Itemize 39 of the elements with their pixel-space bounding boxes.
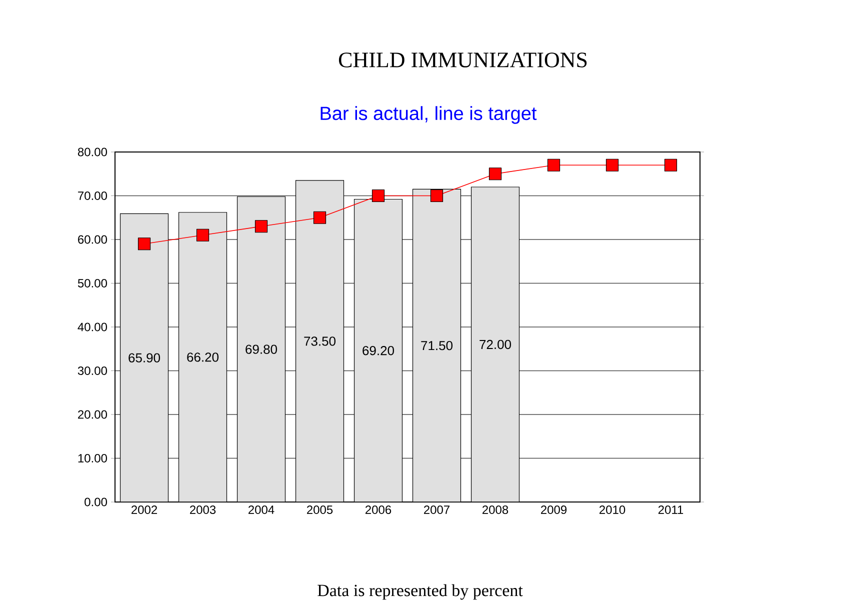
point (196, 228, 210, 242)
y-tick-label: 40.00 (78, 322, 108, 332)
chart-subtitle: Bar is actual, line is target (320, 106, 537, 124)
x-tick-label: 2008 (482, 506, 508, 514)
y-tick-label: 10.00 (78, 454, 108, 462)
y-tick-label: 70.00 (78, 191, 108, 200)
y-tick-label: 20.00 (78, 410, 108, 419)
y-tick-label: 30.00 (78, 366, 108, 375)
point (430, 189, 444, 202)
x-tick-label: 2007 (424, 506, 450, 514)
point (254, 220, 268, 233)
data-label: 65.90 (128, 353, 160, 362)
text: Data is represented by percent (318, 584, 523, 600)
data-label: 69.80 (246, 344, 278, 354)
data-label: 73.50 (304, 336, 336, 346)
point (547, 158, 560, 172)
chart-title: CHILD IMMUNIZATIONS (338, 52, 587, 68)
point (606, 158, 619, 172)
data-label: 66.20 (187, 352, 219, 362)
x-tick-label: 2009 (540, 506, 567, 514)
y-tick-label: 80.00 (78, 148, 108, 156)
x-tick-label: 2003 (190, 506, 216, 514)
data-label: 72.00 (480, 340, 512, 350)
y-tick-label: 50.00 (78, 278, 108, 288)
x-tick-label: 2006 (366, 506, 392, 514)
point (313, 211, 326, 224)
point (664, 158, 678, 172)
point (138, 238, 151, 250)
point (488, 168, 502, 180)
x-tick-label: 2004 (248, 506, 274, 514)
point (372, 189, 385, 202)
y-tick-label: 0.00 (84, 498, 108, 506)
x-tick-label: 2011 (658, 506, 684, 514)
y-tick-label: 60.00 (78, 235, 108, 244)
x-tick-label: 2002 (132, 506, 157, 514)
x-tick-label: 2005 (307, 506, 333, 514)
data-label: 69.20 (362, 346, 394, 356)
data-label: 71.50 (421, 340, 453, 350)
x-tick-label: 2010 (599, 506, 626, 514)
